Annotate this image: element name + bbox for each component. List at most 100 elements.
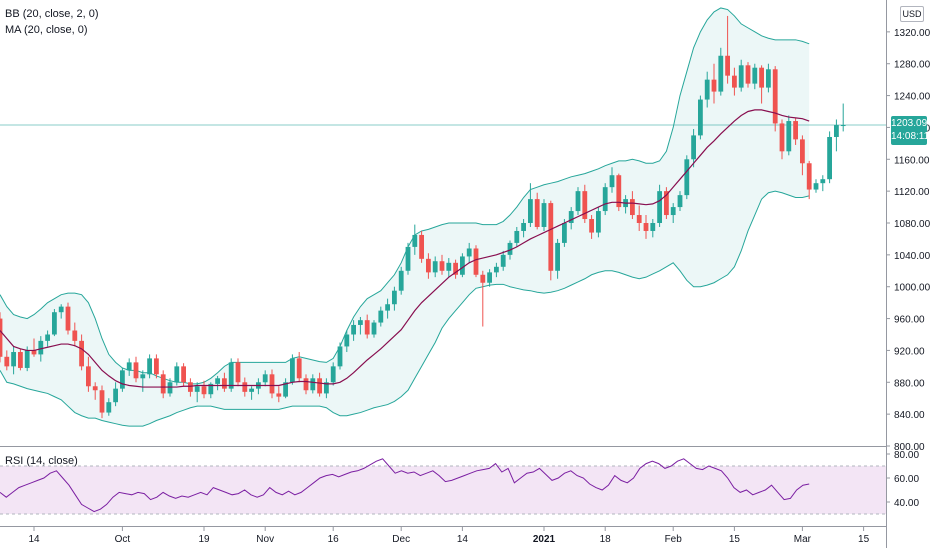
candle-body — [181, 366, 186, 383]
candle-body — [480, 274, 486, 283]
candle-body — [630, 199, 635, 216]
candle-body — [330, 366, 336, 383]
candle-body — [72, 330, 78, 341]
candle-body — [194, 386, 200, 392]
candle-body — [106, 402, 112, 413]
candle-body — [249, 388, 254, 392]
candle-body — [398, 270, 404, 291]
candle-body — [92, 386, 98, 391]
candle-body — [616, 175, 622, 208]
candle-body — [732, 75, 737, 88]
candle-body — [99, 390, 105, 413]
rsi-tick-label: 60.00 — [894, 474, 919, 485]
currency-label[interactable]: USD — [900, 6, 924, 22]
time-tick-label: 2021 — [533, 534, 556, 545]
candle-body — [337, 346, 343, 367]
candle-body — [167, 382, 173, 394]
time-tick-label: 15 — [858, 534, 870, 545]
candle-body — [534, 199, 540, 227]
candle-body — [79, 340, 84, 367]
candle-body — [174, 366, 180, 383]
candle-body — [126, 362, 132, 371]
candle-body — [568, 211, 574, 223]
candle-body — [745, 65, 751, 84]
candle-body — [385, 304, 390, 311]
candle-body — [500, 254, 506, 267]
candle-body — [487, 272, 492, 283]
candle-body — [670, 207, 676, 216]
candle-body — [317, 378, 322, 394]
time-tick-label: Feb — [665, 534, 683, 545]
price-tick-label: 1040.00 — [894, 251, 931, 262]
candle-body — [704, 79, 710, 100]
time-tick-label: Mar — [794, 534, 812, 545]
candle-body — [283, 382, 288, 397]
candle-body — [575, 191, 581, 212]
candle-body — [426, 258, 431, 273]
candle-body — [650, 223, 656, 231]
candle-body — [310, 378, 316, 391]
candle-body — [120, 370, 125, 389]
candle-body — [269, 374, 275, 394]
time-tick-label: 14 — [28, 534, 40, 545]
candle-body — [86, 366, 91, 387]
time-tick-label: 15 — [729, 534, 741, 545]
candle-body — [419, 234, 424, 259]
candle-body — [290, 358, 295, 383]
ma-line — [0, 109, 810, 388]
rsi-tick-label: 80.00 — [894, 450, 919, 461]
candle-body — [45, 334, 50, 341]
candle-body — [222, 378, 227, 389]
candle-body — [555, 242, 560, 271]
candle-body — [439, 261, 445, 271]
candle-body — [636, 215, 642, 223]
candle-body — [582, 191, 588, 220]
legend-ma[interactable]: MA (20, close, 0) — [5, 24, 88, 36]
candle-body — [4, 356, 10, 367]
price-tick-label: 1120.00 — [894, 187, 930, 198]
candle-body — [262, 374, 268, 383]
candle-body — [541, 203, 547, 227]
bb-fill — [0, 7, 810, 427]
time-tick-label: Oct — [115, 534, 131, 545]
candle-body — [684, 159, 690, 196]
bb-lower-line — [0, 190, 810, 427]
candle-body — [0, 318, 3, 357]
candle-body — [228, 362, 234, 389]
moving-average — [0, 109, 810, 388]
candle-body — [596, 211, 601, 233]
price-tick-label: 1160.00 — [894, 155, 930, 166]
bar-countdown: 14:08:11 — [891, 131, 930, 142]
candle-body — [528, 199, 533, 223]
candle-body — [11, 352, 16, 367]
candle-body — [834, 125, 839, 137]
candle-body — [188, 382, 193, 392]
legend-rsi[interactable]: RSI (14, close) — [5, 455, 78, 467]
candle-body — [392, 290, 397, 305]
legend-bb[interactable]: BB (20, close, 2, 0) — [5, 8, 99, 20]
candle-body — [113, 388, 118, 403]
candle-body — [521, 223, 526, 231]
candle-body — [643, 223, 649, 231]
candle-body — [657, 191, 662, 223]
candle-body — [813, 183, 819, 190]
candle-body — [31, 350, 37, 355]
candle-body — [725, 55, 730, 76]
candle-body — [711, 79, 717, 92]
price-tick-label: 1320.00 — [894, 28, 931, 39]
candle-body — [609, 175, 615, 188]
time-tick-label: 18 — [600, 534, 612, 545]
candle-body — [208, 383, 214, 395]
candle-body — [18, 352, 23, 368]
candle-body — [133, 362, 139, 379]
candle-body — [358, 320, 363, 325]
price-tick-label: 1240.00 — [894, 92, 931, 103]
candle-body — [460, 256, 465, 275]
candle-body — [698, 99, 703, 136]
candle-body — [779, 123, 785, 152]
candle-body — [738, 65, 744, 88]
candle-body — [691, 135, 696, 160]
candle-body — [677, 195, 683, 208]
candle-body — [432, 261, 438, 273]
